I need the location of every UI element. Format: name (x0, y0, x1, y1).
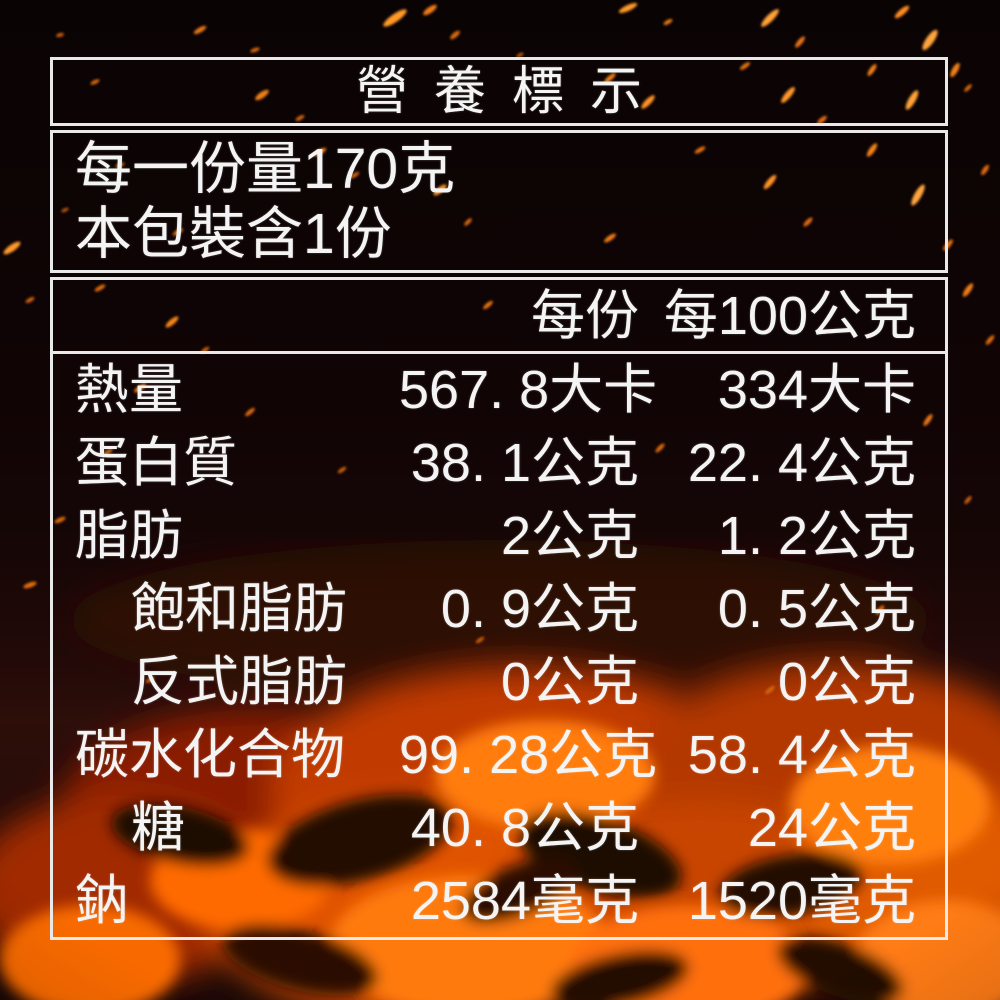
value-per-100g: 0公克 (777, 651, 916, 712)
row-sugar: 糖 40. 8公克 24公克 (53, 791, 945, 864)
serving-info-box: 每一份量170克 本包裝含1份 (50, 130, 948, 273)
nutrient-name: 蛋白質 (75, 433, 237, 494)
row-fat: 脂肪 2公克 1. 2公克 (53, 500, 945, 573)
nutrition-label: 營養標示 每一份量170克 本包裝含1份 每份 每100公克 熱量 567. 8… (50, 57, 948, 940)
value-per-100g: 22. 4公克 (687, 433, 916, 494)
value-per-serving: 99. 28公克 (399, 724, 658, 785)
row-carbohydrate: 碳水化合物 99. 28公克 58. 4公克 (53, 718, 945, 791)
value-per-100g: 1520毫克 (687, 870, 916, 931)
row-energy: 熱量 567. 8大卡 334大卡 (53, 354, 945, 427)
nutrient-name: 反式脂肪 (131, 651, 347, 712)
value-per-100g: 58. 4公克 (687, 724, 916, 785)
nutrient-name: 熱量 (75, 360, 183, 421)
value-per-serving: 567. 8大卡 (399, 360, 658, 421)
value-per-100g: 334大卡 (717, 360, 916, 421)
table-header-row: 每份 每100公克 (53, 280, 945, 354)
row-saturated-fat: 飽和脂肪 0. 9公克 0. 5公克 (53, 573, 945, 646)
table-rows: 熱量 567. 8大卡 334大卡 蛋白質 38. 1公克 22. 4公克 脂肪… (53, 354, 945, 937)
nutrient-name: 脂肪 (75, 506, 183, 567)
nutrition-table: 每份 每100公克 熱量 567. 8大卡 334大卡 蛋白質 38. 1公克 … (50, 277, 948, 940)
value-per-serving: 2584毫克 (410, 870, 639, 931)
column-header-per-100g: 每100公克 (663, 285, 916, 346)
value-per-100g: 0. 5公克 (717, 579, 916, 640)
nutrient-name: 碳水化合物 (75, 724, 345, 785)
label-title: 營養標示 (355, 62, 668, 121)
row-trans-fat: 反式脂肪 0公克 0公克 (53, 646, 945, 719)
value-per-serving: 0. 9公克 (440, 579, 639, 640)
value-per-100g: 1. 2公克 (717, 506, 916, 567)
servings-per-package-line: 本包裝含1份 (75, 201, 392, 266)
serving-size-line: 每一份量170克 (75, 136, 456, 201)
value-per-serving: 2公克 (500, 506, 639, 567)
label-title-box: 營養標示 (50, 57, 948, 126)
row-sodium: 鈉 2584毫克 1520毫克 (53, 864, 945, 937)
nutrient-name: 鈉 (75, 870, 129, 931)
nutrient-name: 飽和脂肪 (131, 579, 347, 640)
column-header-per-serving: 每份 (531, 285, 639, 346)
value-per-100g: 24公克 (747, 797, 916, 858)
value-per-serving: 38. 1公克 (410, 433, 639, 494)
value-per-serving: 0公克 (500, 651, 639, 712)
nutrient-name: 糖 (131, 797, 185, 858)
value-per-serving: 40. 8公克 (410, 797, 639, 858)
row-protein: 蛋白質 38. 1公克 22. 4公克 (53, 427, 945, 500)
